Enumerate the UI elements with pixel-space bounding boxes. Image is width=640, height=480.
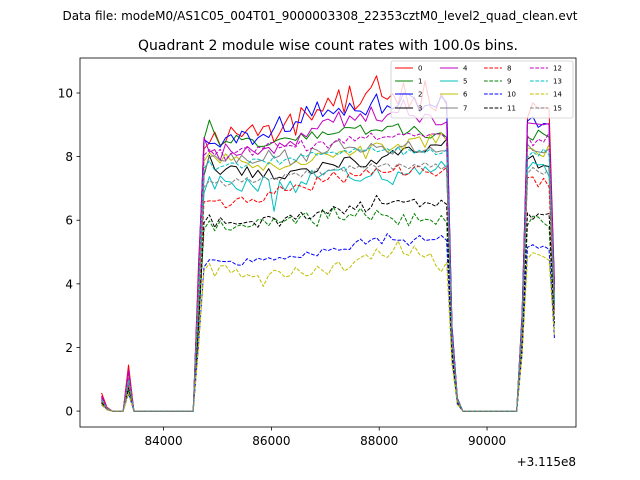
legend-label-12: 12	[553, 65, 562, 73]
y-tick-label: 0	[65, 405, 73, 419]
legend-label-6: 6	[463, 91, 468, 99]
legend-label-3: 3	[418, 105, 422, 113]
legend-label-15: 15	[553, 105, 562, 113]
x-tick-label: 84000	[144, 434, 182, 448]
y-tick-label: 6	[65, 214, 73, 228]
x-tick-label: 86000	[252, 434, 290, 448]
legend-label-7: 7	[463, 105, 467, 113]
legend-box	[390, 60, 574, 119]
legend-label-13: 13	[553, 78, 562, 86]
chart-title: Quadrant 2 module wise count rates with …	[138, 38, 518, 54]
x-axis: 84000 86000 88000 90000	[144, 427, 506, 448]
legend-label-1: 1	[418, 78, 422, 86]
x-tick-label: 88000	[360, 434, 398, 448]
y-tick-label: 2	[65, 341, 73, 355]
legend-label-9: 9	[507, 78, 511, 86]
series-layer	[101, 75, 555, 412]
x-offset-label: +3.115e8	[517, 455, 576, 469]
legend-label-8: 8	[507, 65, 511, 73]
series-line-14	[101, 240, 555, 412]
legend-label-14: 14	[553, 91, 562, 99]
series-line-15	[101, 161, 555, 412]
legend-label-2: 2	[418, 91, 422, 99]
y-axis: 0 2 4 6 8 10	[58, 86, 80, 419]
y-tick-label: 4	[65, 277, 73, 291]
figure-suptitle: Data file: modeM0/AS1C05_004T01_90000033…	[62, 9, 577, 23]
legend-label-5: 5	[463, 78, 467, 86]
legend-label-11: 11	[507, 105, 516, 113]
legend-label-4: 4	[463, 65, 468, 73]
x-tick-label: 90000	[468, 434, 506, 448]
y-tick-label: 10	[58, 86, 73, 100]
legend-label-0: 0	[418, 65, 422, 73]
plot-frame	[79, 57, 577, 428]
legend-label-10: 10	[507, 91, 516, 99]
y-tick-label: 8	[65, 150, 73, 164]
